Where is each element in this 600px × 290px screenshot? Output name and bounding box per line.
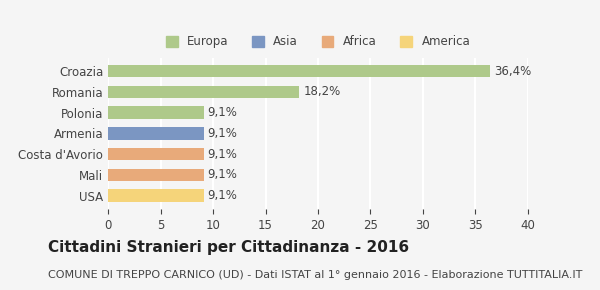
Legend: Europa, Asia, Africa, America: Europa, Asia, Africa, America [161, 31, 475, 53]
Bar [108, 106, 203, 119]
Text: Cittadini Stranieri per Cittadinanza - 2016: Cittadini Stranieri per Cittadinanza - 2… [48, 240, 409, 255]
Text: 9,1%: 9,1% [208, 189, 238, 202]
Bar [108, 86, 299, 98]
Text: 9,1%: 9,1% [208, 168, 238, 182]
Text: 9,1%: 9,1% [208, 106, 238, 119]
Text: 36,4%: 36,4% [494, 65, 532, 78]
Bar [108, 127, 203, 139]
Text: 18,2%: 18,2% [303, 85, 341, 98]
Bar [108, 148, 203, 160]
Text: COMUNE DI TREPPO CARNICO (UD) - Dati ISTAT al 1° gennaio 2016 - Elaborazione TUT: COMUNE DI TREPPO CARNICO (UD) - Dati IST… [48, 270, 583, 280]
Bar [108, 169, 203, 181]
Text: 9,1%: 9,1% [208, 148, 238, 161]
Bar [108, 189, 203, 202]
Text: 9,1%: 9,1% [208, 127, 238, 140]
Bar [108, 65, 490, 77]
